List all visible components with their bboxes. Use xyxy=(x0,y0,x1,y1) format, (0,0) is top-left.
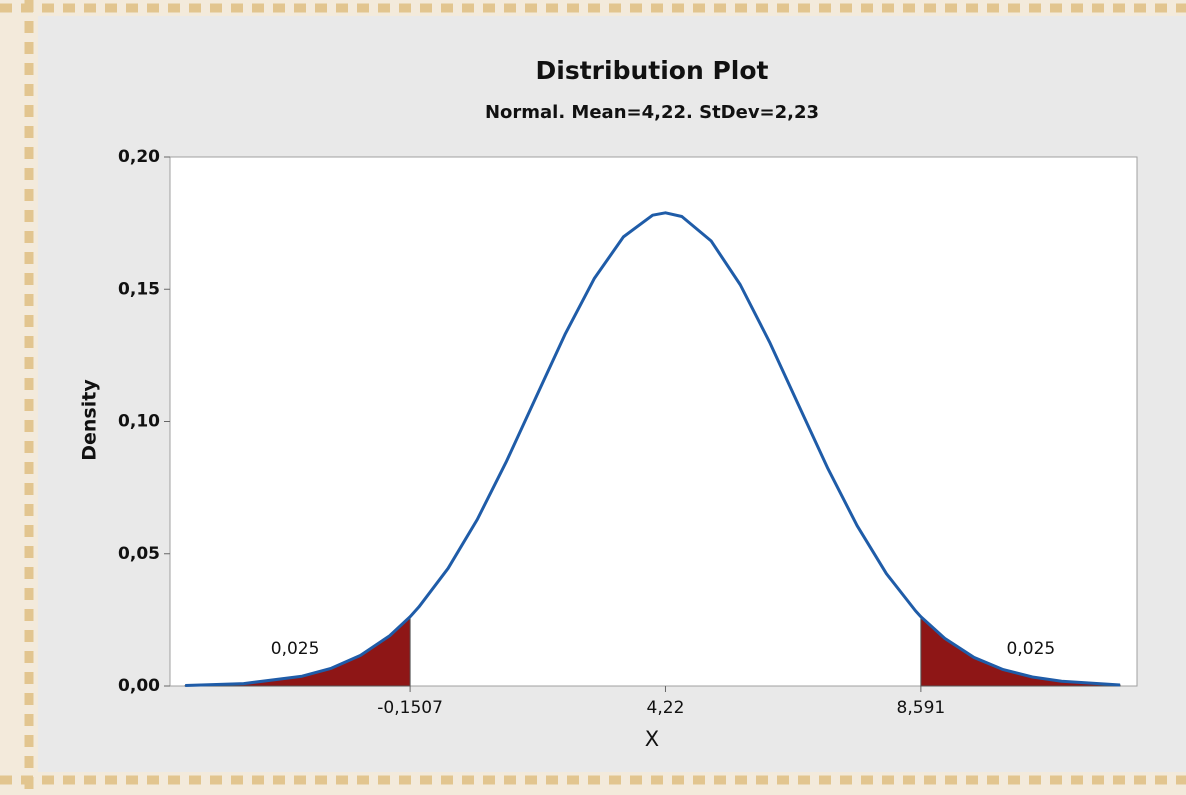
x-tick-label: -0,1507 xyxy=(377,698,443,718)
x-axis-label: X xyxy=(645,727,659,751)
y-tick-label: 0,10 xyxy=(118,412,160,432)
chart-subtitle: Normal. Mean=4,22. StDev=2,23 xyxy=(485,102,819,123)
x-tick-label: 4,22 xyxy=(647,698,685,718)
plot-area xyxy=(169,156,1138,687)
annotation: 0,025 xyxy=(271,639,320,659)
chart-title: Distribution Plot xyxy=(536,56,769,85)
y-tick-label: 0,05 xyxy=(118,544,160,564)
annotation: 0,025 xyxy=(1007,639,1056,659)
y-axis-label: Density xyxy=(79,379,101,461)
density-curve xyxy=(185,211,1121,687)
y-tick-label: 0,00 xyxy=(118,676,160,696)
y-tick-label: 0,20 xyxy=(118,147,160,167)
x-tick-label: 8,591 xyxy=(897,698,946,718)
y-tick-label: 0,15 xyxy=(118,279,160,299)
